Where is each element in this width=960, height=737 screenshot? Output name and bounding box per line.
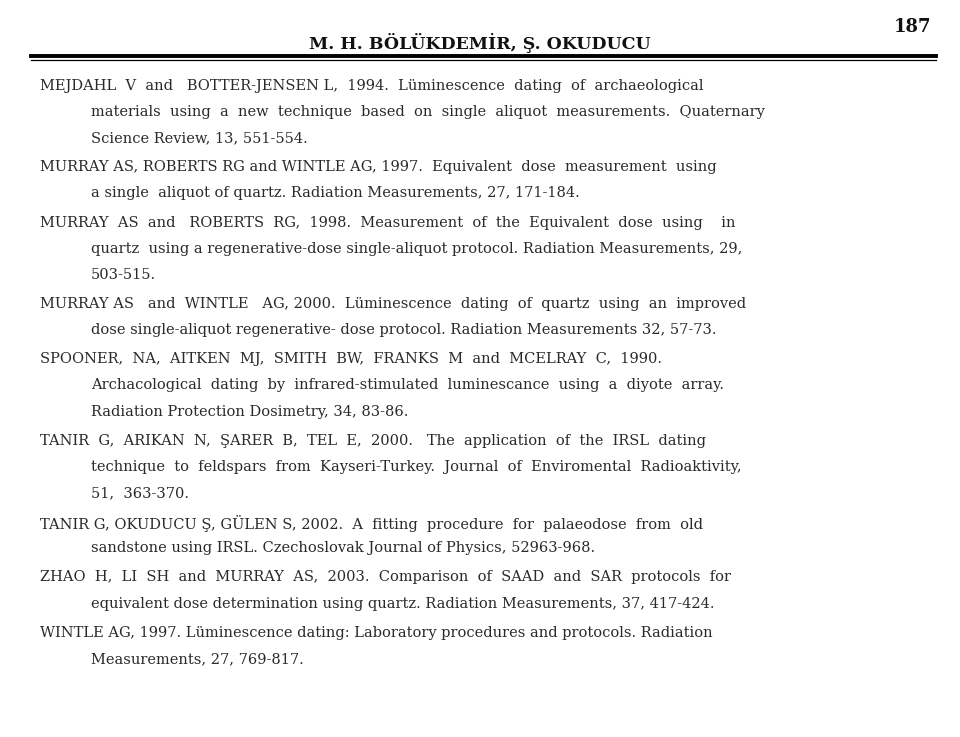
Text: TANIR G, OKUDUCU Ş, GÜLEN S, 2002.  A  fitting  procedure  for  palaeodose  from: TANIR G, OKUDUCU Ş, GÜLEN S, 2002. A fit… (40, 515, 704, 532)
Text: TANIR  G,  ARIKAN  N,  ŞARER  B,  TEL  E,  2000.   The  application  of  the  IR: TANIR G, ARIKAN N, ŞARER B, TEL E, 2000.… (40, 433, 707, 447)
Text: materials  using  a  new  technique  based  on  single  aliquot  measurements.  : materials using a new technique based on… (91, 105, 765, 119)
Text: sandstone using IRSL. Czechoslovak Journal of Physics, 52963-968.: sandstone using IRSL. Czechoslovak Journ… (91, 541, 595, 555)
Text: technique  to  feldspars  from  Kayseri-Turkey.  Journal  of  Enviromental  Radi: technique to feldspars from Kayseri-Turk… (91, 460, 742, 474)
Text: WINTLE AG, 1997. Lüminescence dating: Laboratory procedures and protocols. Radia: WINTLE AG, 1997. Lüminescence dating: La… (40, 626, 713, 640)
Text: SPOONER,  NA,  AITKEN  MJ,  SMITH  BW,  FRANKS  M  and  MCELRAY  C,  1990.: SPOONER, NA, AITKEN MJ, SMITH BW, FRANKS… (40, 352, 662, 366)
Text: quartz  using a regenerative-dose single-aliquot protocol. Radiation Measurement: quartz using a regenerative-dose single-… (91, 242, 743, 256)
Text: Radiation Protection Dosimetry, 34, 83-86.: Radiation Protection Dosimetry, 34, 83-8… (91, 405, 409, 419)
Text: M. H. BÖLÜKDEMİR, Ş. OKUDUCU: M. H. BÖLÜKDEMİR, Ş. OKUDUCU (309, 33, 651, 53)
Text: 51,  363-370.: 51, 363-370. (91, 486, 189, 500)
Text: equivalent dose determination using quartz. Radiation Measurements, 37, 417-424.: equivalent dose determination using quar… (91, 596, 714, 610)
Text: Measurements, 27, 769-817.: Measurements, 27, 769-817. (91, 652, 304, 666)
Text: MURRAY AS   and  WINTLE   AG, 2000.  Lüminescence  dating  of  quartz  using  an: MURRAY AS and WINTLE AG, 2000. Lüminesce… (40, 297, 747, 311)
Text: MURRAY AS, ROBERTS RG and WINTLE AG, 1997.  Equivalent  dose  measurement  using: MURRAY AS, ROBERTS RG and WINTLE AG, 199… (40, 160, 717, 174)
Text: 503-515.: 503-515. (91, 268, 156, 282)
Text: dose single-aliquot regenerative- dose protocol. Radiation Measurements 32, 57-7: dose single-aliquot regenerative- dose p… (91, 323, 717, 337)
Text: Science Review, 13, 551-554.: Science Review, 13, 551-554. (91, 131, 308, 145)
Text: ZHAO  H,  LI  SH  and  MURRAY  AS,  2003.  Comparison  of  SAAD  and  SAR  proto: ZHAO H, LI SH and MURRAY AS, 2003. Compa… (40, 570, 732, 584)
Text: 187: 187 (894, 18, 931, 36)
Text: a single  aliquot of quartz. Radiation Measurements, 27, 171-184.: a single aliquot of quartz. Radiation Me… (91, 186, 580, 200)
Text: MEJDAHL  V  and   BOTTER-JENSEN L,  1994.  Lüminescence  dating  of  archaeologi: MEJDAHL V and BOTTER-JENSEN L, 1994. Lüm… (40, 79, 704, 93)
Text: Archacological  dating  by  infrared-stimulated  luminescance  using  a  diyote : Archacological dating by infrared-stimul… (91, 378, 724, 392)
Text: MURRAY  AS  and   ROBERTS  RG,  1998.  Measurement  of  the  Equivalent  dose  u: MURRAY AS and ROBERTS RG, 1998. Measurem… (40, 215, 735, 229)
